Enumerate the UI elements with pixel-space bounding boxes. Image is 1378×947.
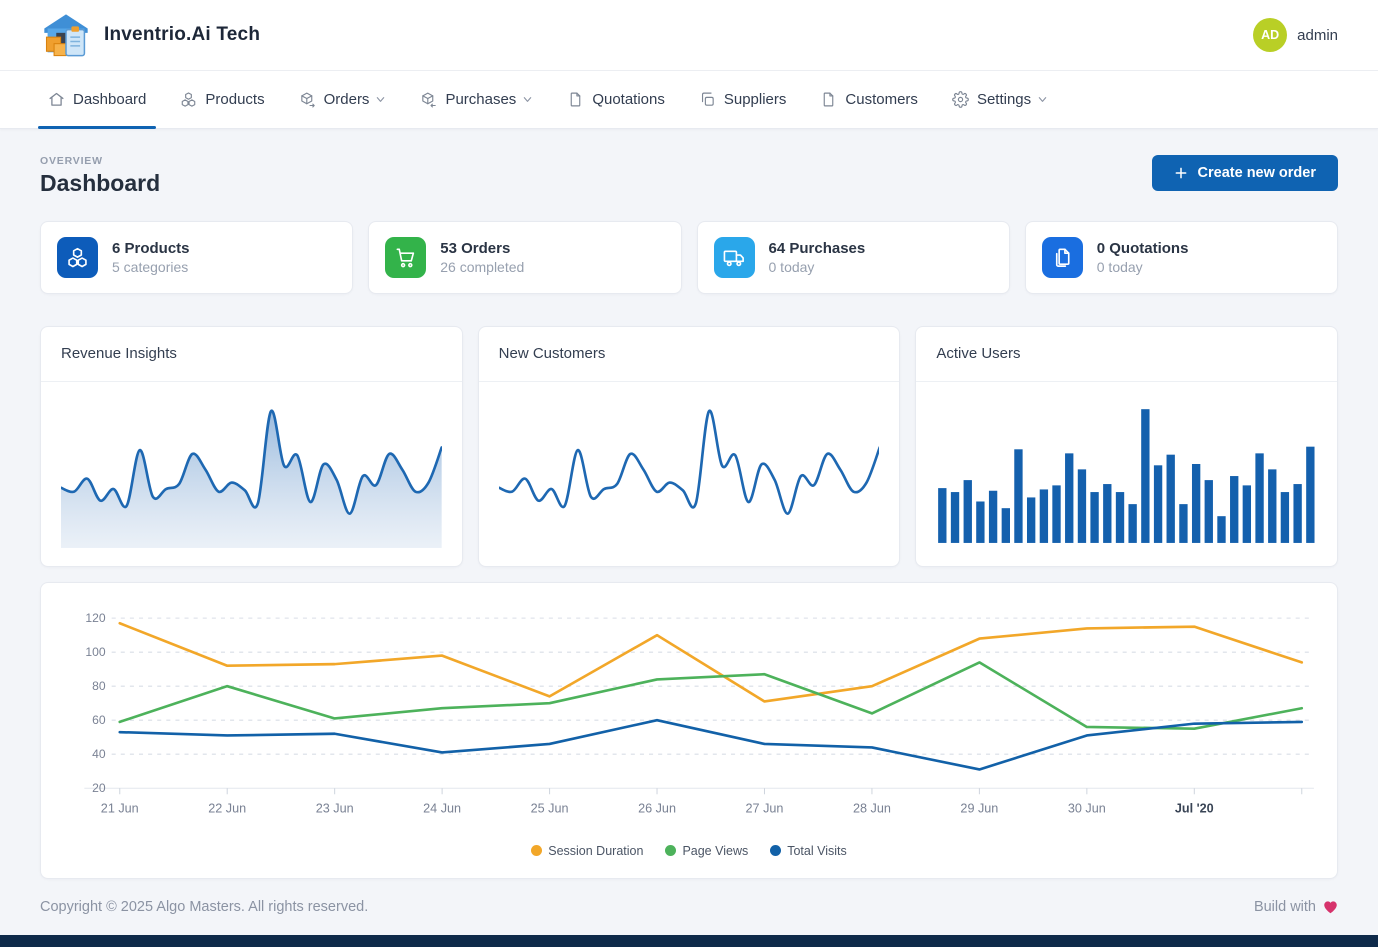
brand: Inventrio.Ai Tech — [40, 9, 260, 61]
nav-item-settings[interactable]: Settings — [938, 71, 1062, 128]
legend-dot — [665, 845, 676, 856]
traffic-overview-panel: 20 40 60 80 100 120 21 Jun 22 Jun 23 Jun 24 Jun 25… — [40, 582, 1338, 879]
stat-subtitle: 26 completed — [440, 259, 524, 275]
nav-item-purchases[interactable]: Purchases — [406, 71, 547, 128]
svg-text:25 Jun: 25 Jun — [531, 801, 569, 815]
build-with: Build with — [1254, 899, 1338, 915]
revenue-area-chart — [61, 396, 442, 548]
file-icon — [820, 91, 837, 108]
stat-subtitle: 5 categories — [112, 259, 190, 275]
user-menu[interactable]: AD admin — [1253, 18, 1338, 52]
traffic-line-chart: 20 40 60 80 100 120 21 Jun 22 Jun 23 Jun 24 Jun 25… — [59, 603, 1319, 838]
nav-item-customers[interactable]: Customers — [806, 71, 932, 128]
file-icon — [567, 91, 584, 108]
nav-label: Products — [205, 91, 264, 108]
cubes-icon — [57, 237, 98, 278]
svg-text:20: 20 — [92, 781, 106, 795]
nav-label: Customers — [845, 91, 918, 108]
app-footer: Copyright © 2025 Algo Masters. All right… — [0, 881, 1378, 935]
svg-text:Jul '20: Jul '20 — [1175, 801, 1214, 815]
cart-icon — [385, 237, 426, 278]
active-users-panel: Active Users — [915, 326, 1338, 567]
new-customers-line-chart — [499, 396, 880, 548]
page-head: OVERVIEW Dashboard Create new order — [40, 155, 1338, 197]
stat-card-quotations: 0 Quotations 0 today — [1025, 221, 1338, 294]
stat-title: 64 Purchases — [769, 240, 866, 257]
chart-legend: Session Duration Page Views Total Visits — [59, 838, 1319, 868]
nav-item-products[interactable]: Products — [166, 71, 278, 128]
svg-text:22 Jun: 22 Jun — [208, 801, 246, 815]
svg-text:23 Jun: 23 Jun — [316, 801, 354, 815]
stats-row: 6 Products 5 categories 53 Orders 26 com… — [40, 221, 1338, 294]
app-title: Inventrio.Ai Tech — [104, 24, 260, 46]
svg-text:120: 120 — [85, 611, 105, 625]
overview-eyebrow: OVERVIEW — [40, 155, 160, 167]
nav-item-quotations[interactable]: Quotations — [553, 71, 679, 128]
svg-text:60: 60 — [92, 713, 106, 727]
main-content: OVERVIEW Dashboard Create new order 6 Pr… — [0, 129, 1378, 881]
stat-title: 53 Orders — [440, 240, 524, 257]
legend-dot — [770, 845, 781, 856]
nav-label: Quotations — [592, 91, 665, 108]
gear-icon — [952, 91, 969, 108]
stat-title: 0 Quotations — [1097, 240, 1189, 257]
svg-text:28 Jun: 28 Jun — [853, 801, 891, 815]
active-users-bar-chart — [936, 396, 1317, 548]
panel-title: Active Users — [936, 345, 1020, 362]
heart-icon — [1323, 900, 1338, 914]
main-nav: Dashboard Products Orders Purchases Quot… — [0, 71, 1378, 129]
legend-dot — [531, 845, 542, 856]
copy-icon — [699, 91, 716, 108]
svg-text:21 Jun: 21 Jun — [101, 801, 139, 815]
warehouse-logo-icon — [40, 9, 92, 61]
stat-subtitle: 0 today — [769, 259, 866, 275]
chevron-down-icon — [1037, 94, 1048, 105]
copyright-text: Copyright © 2025 Algo Masters. All right… — [40, 899, 368, 915]
legend-item-session-duration[interactable]: Session Duration — [531, 844, 643, 858]
create-new-order-button[interactable]: Create new order — [1152, 155, 1338, 191]
stat-card-purchases: 64 Purchases 0 today — [697, 221, 1010, 294]
cubes-icon — [180, 91, 197, 108]
box-in-icon — [420, 91, 437, 108]
chevron-down-icon — [375, 94, 386, 105]
svg-text:29 Jun: 29 Jun — [960, 801, 998, 815]
nav-item-orders[interactable]: Orders — [285, 71, 401, 128]
nav-label: Settings — [977, 91, 1031, 108]
user-name: admin — [1297, 27, 1338, 44]
legend-item-page-views[interactable]: Page Views — [665, 844, 748, 858]
stat-subtitle: 0 today — [1097, 259, 1189, 275]
app-header: Inventrio.Ai Tech AD admin — [0, 0, 1378, 71]
nav-label: Orders — [324, 91, 370, 108]
nav-item-dashboard[interactable]: Dashboard — [34, 71, 160, 128]
stat-card-products: 6 Products 5 categories — [40, 221, 353, 294]
avatar[interactable]: AD — [1253, 18, 1287, 52]
plus-icon — [1174, 166, 1188, 180]
nav-label: Purchases — [445, 91, 516, 108]
charts-row: Revenue Insights New Customers Acti — [40, 326, 1338, 567]
svg-text:26 Jun: 26 Jun — [638, 801, 676, 815]
page-title: Dashboard — [40, 170, 160, 197]
box-out-icon — [299, 91, 316, 108]
svg-text:27 Jun: 27 Jun — [746, 801, 784, 815]
revenue-insights-panel: Revenue Insights — [40, 326, 463, 567]
svg-text:30 Jun: 30 Jun — [1068, 801, 1106, 815]
truck-icon — [714, 237, 755, 278]
svg-text:40: 40 — [92, 747, 106, 761]
home-icon — [48, 91, 65, 108]
stat-title: 6 Products — [112, 240, 190, 257]
svg-text:24 Jun: 24 Jun — [423, 801, 461, 815]
footer-accent-bar — [0, 935, 1378, 947]
nav-label: Dashboard — [73, 91, 146, 108]
nav-item-suppliers[interactable]: Suppliers — [685, 71, 801, 128]
svg-text:100: 100 — [85, 645, 105, 659]
panel-title: Revenue Insights — [61, 345, 177, 362]
pages-icon — [1042, 237, 1083, 278]
nav-label: Suppliers — [724, 91, 787, 108]
svg-text:80: 80 — [92, 679, 106, 693]
new-customers-panel: New Customers — [478, 326, 901, 567]
panel-title: New Customers — [499, 345, 606, 362]
chevron-down-icon — [522, 94, 533, 105]
legend-item-total-visits[interactable]: Total Visits — [770, 844, 847, 858]
stat-card-orders: 53 Orders 26 completed — [368, 221, 681, 294]
